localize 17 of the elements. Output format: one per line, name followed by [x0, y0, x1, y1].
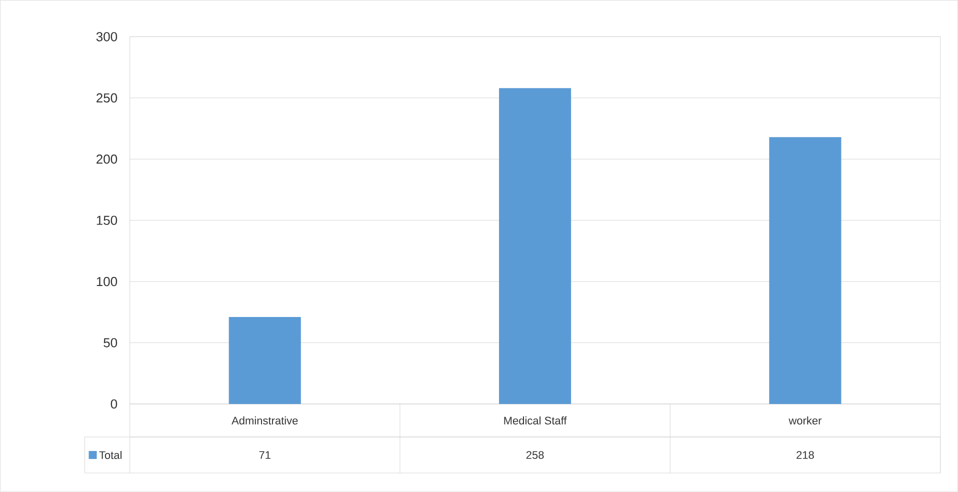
- y-tick-label: 250: [96, 93, 118, 103]
- y-tick-label: 50: [104, 338, 118, 348]
- x-tick-label: worker: [788, 416, 822, 425]
- legend-label: Total: [99, 451, 122, 460]
- y-tick-label: 0: [110, 399, 118, 409]
- x-tick-label: Medical Staff: [504, 416, 567, 425]
- data-label: 218: [796, 451, 814, 460]
- bar: [499, 88, 572, 404]
- data-label: 71: [259, 451, 270, 459]
- y-tick-label: 100: [96, 277, 118, 286]
- bar: [769, 137, 842, 404]
- y-tick-label: 150: [96, 216, 118, 226]
- bar: [228, 317, 301, 404]
- y-tick-label: 300: [96, 32, 118, 42]
- x-tick-label: Adminstrative: [232, 416, 298, 425]
- data-label: 258: [526, 451, 544, 460]
- y-tick-label: 200: [96, 154, 118, 164]
